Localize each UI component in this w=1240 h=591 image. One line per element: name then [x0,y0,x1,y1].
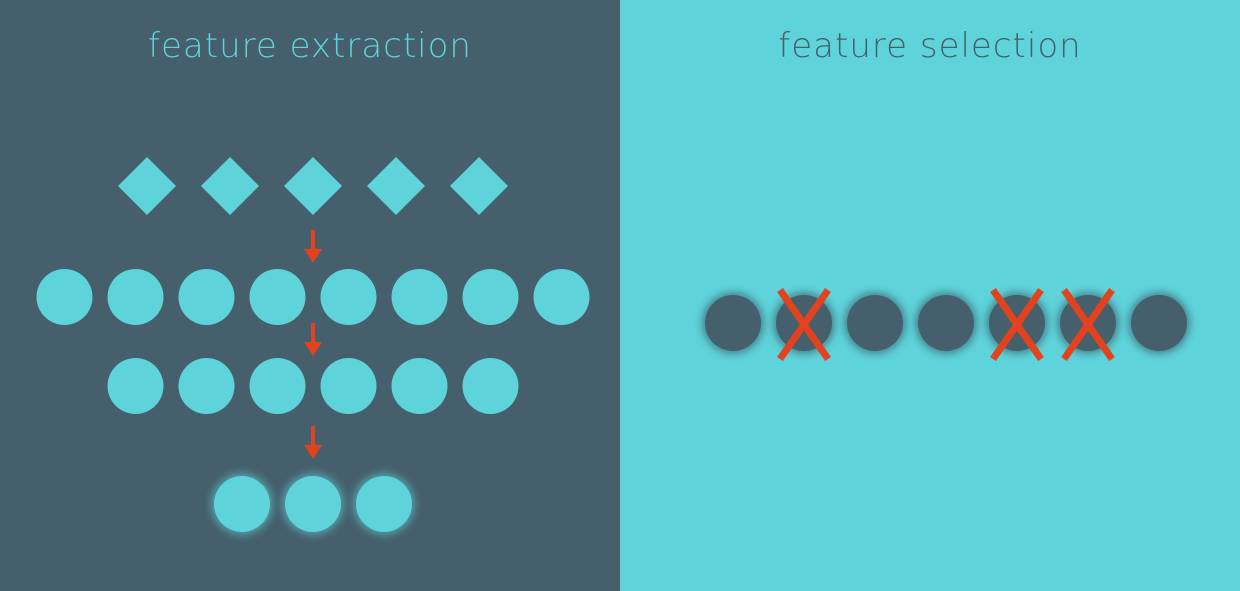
feature-diamond [284,157,342,215]
down-arrow [304,230,322,263]
cross-icon [777,288,831,361]
cross-icon [990,288,1044,361]
extracted-feature-circle [356,476,412,532]
feature-diamond [450,157,508,215]
feature-circle [107,269,164,325]
feature-circle [320,269,377,325]
feature-circle [249,358,306,414]
feature-circle [391,269,448,325]
feature-circle [178,358,235,414]
selected-feature-circle [705,295,761,351]
feature-circle [462,358,519,414]
feature-circle [391,358,448,414]
down-arrow [304,323,322,356]
feature-diamond [201,157,259,215]
feature-selection-title: feature selection [778,26,1082,66]
feature-circle [320,358,377,414]
down-arrow [304,426,322,459]
feature-circle [36,269,93,325]
feature-circle [107,358,164,414]
feature-circle [462,269,519,325]
feature-diamond [367,157,425,215]
extracted-feature-circle [285,476,341,532]
feature-circle [178,269,235,325]
cross-icon [1061,288,1115,361]
extracted-feature-circle [214,476,270,532]
selection-shapes [702,288,1190,361]
feature-circle [533,269,590,325]
selected-feature-circle [1131,295,1187,351]
feature-circle [249,269,306,325]
selected-feature-circle [918,295,974,351]
feature-extraction-title: feature extraction [148,26,472,66]
feature-diamond [118,157,176,215]
selected-feature-circle [847,295,903,351]
extraction-shapes [36,157,590,535]
